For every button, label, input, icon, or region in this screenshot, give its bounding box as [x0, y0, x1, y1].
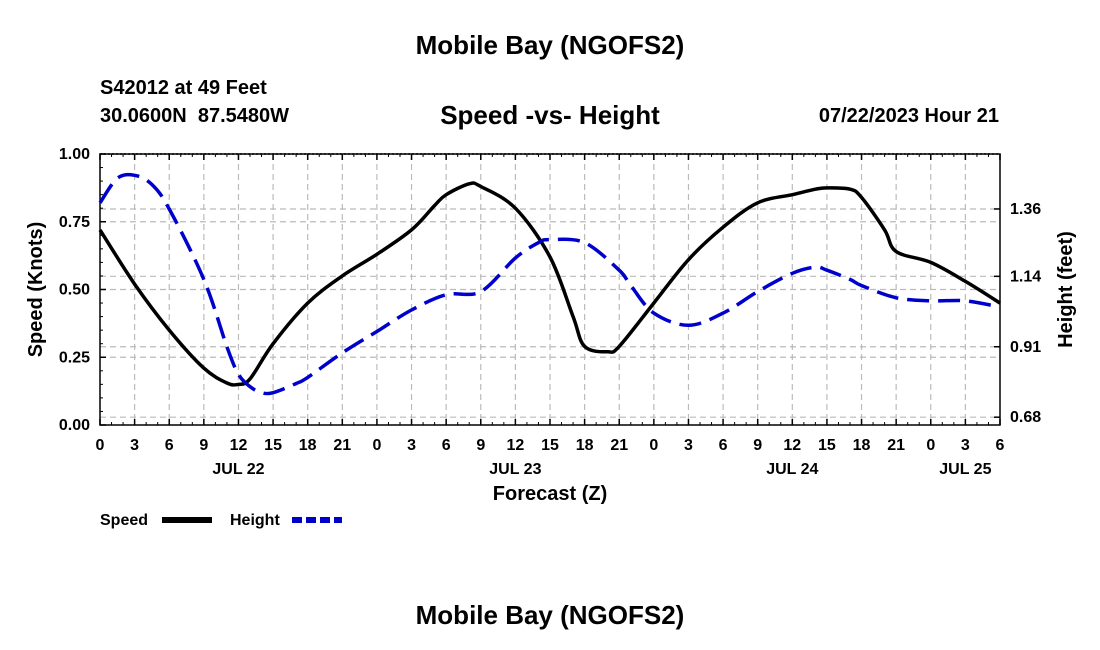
y2-tick-label: 1.36	[1010, 201, 1041, 218]
y-tick-label: 0.00	[59, 417, 90, 434]
y-tick-label: 0.25	[59, 349, 90, 366]
x-tick-label: 6	[719, 437, 728, 454]
page-title: Mobile Bay (NGOFS2)	[415, 30, 685, 60]
x-tick-label: 3	[130, 437, 139, 454]
x-tick-label: 15	[541, 437, 559, 454]
x-tick-label: 6	[996, 437, 1005, 454]
x-tick-label: 21	[610, 437, 628, 454]
x-tick-label: 9	[199, 437, 208, 454]
y-tick-label: 0.75	[59, 214, 90, 231]
x-tick-label: 0	[926, 437, 935, 454]
y2-tick-label: 0.91	[1010, 339, 1041, 356]
x-tick-label: 12	[230, 437, 248, 454]
x-tick-label: 12	[506, 437, 524, 454]
y-axis-title: Speed (Knots)	[25, 222, 47, 358]
x-tick-label: 3	[684, 437, 693, 454]
x-axis-title: Forecast (Z)	[493, 483, 607, 505]
x-tick-label: 15	[264, 437, 282, 454]
x-tick-label: 3	[961, 437, 970, 454]
footer-title: Mobile Bay (NGOFS2)	[415, 600, 685, 630]
series-line-speed	[98, 181, 1001, 387]
x-tick-label: 9	[476, 437, 485, 454]
x-tick-label: 6	[442, 437, 451, 454]
y-tick-label: 1.00	[59, 146, 90, 163]
x-tick-label: 12	[783, 437, 801, 454]
x-tick-label: 18	[576, 437, 594, 454]
chart-subtitle: Speed -vs- Height	[440, 100, 660, 130]
x-tick-label: 21	[333, 437, 351, 454]
coordinates-label: 30.0600N 87.5480W	[100, 105, 290, 127]
x-tick-label: 21	[887, 437, 905, 454]
x-tick-label: 15	[818, 437, 836, 454]
x-tick-label: 18	[299, 437, 317, 454]
y2-axis-title: Height (feet)	[1055, 231, 1077, 348]
x-tick-label: 9	[753, 437, 762, 454]
x-tick-label: 6	[165, 437, 174, 454]
x-tick-label: 0	[372, 437, 381, 454]
forecast-datetime: 07/22/2023 Hour 21	[818, 105, 999, 127]
legend-label-height: Height	[230, 512, 280, 529]
y-tick-label: 0.50	[59, 282, 90, 299]
series-line-height	[98, 172, 1001, 396]
x-tick-label: 3	[407, 437, 416, 454]
day-label: JUL 25	[939, 461, 991, 478]
day-label: JUL 22	[212, 461, 264, 478]
y2-tick-label: 1.14	[1010, 268, 1041, 285]
x-tick-label: 0	[96, 437, 105, 454]
legend-label-speed: Speed	[100, 512, 148, 529]
day-label: JUL 24	[766, 461, 818, 478]
day-label: JUL 23	[489, 461, 541, 478]
x-tick-label: 0	[649, 437, 658, 454]
x-tick-label: 18	[853, 437, 871, 454]
y2-tick-label: 0.68	[1010, 409, 1041, 426]
station-label: S42012 at 49 Feet	[100, 77, 267, 99]
